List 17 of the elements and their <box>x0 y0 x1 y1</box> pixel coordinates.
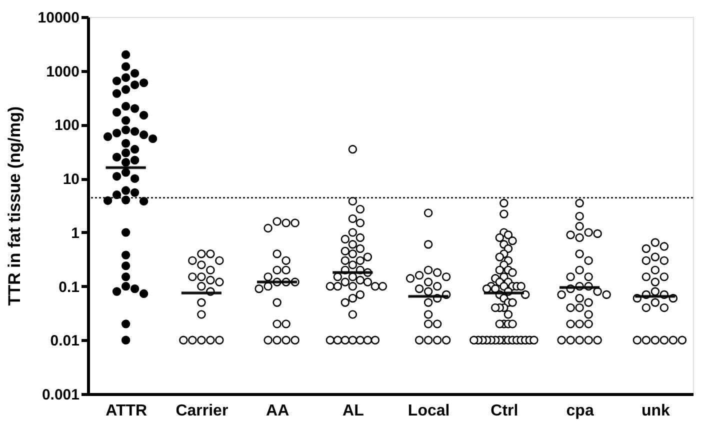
y-tick-label: 1000 <box>46 63 80 80</box>
y-tick-label: 10000 <box>38 10 80 26</box>
y-tick-label: 100 <box>54 117 80 134</box>
y-tick-label: 0.01 <box>50 332 80 350</box>
x-tick-label: AL <box>342 402 364 420</box>
y-tick-label: 1 <box>71 224 80 242</box>
x-tick-label: unk <box>641 402 670 420</box>
y-tick-label: 10 <box>62 171 80 188</box>
x-tick-label: cpa <box>566 402 594 420</box>
x-tick-label: Local <box>408 402 450 420</box>
x-tick-label: Ctrl <box>490 402 518 420</box>
x-tick-label: Carrier <box>176 402 228 420</box>
y-tick-label: 0.001 <box>42 386 80 404</box>
y-tick-label: 0.1 <box>58 278 80 296</box>
x-tick-label: AA <box>266 402 290 420</box>
y-axis-title: TTR in fat tissue (ng/mg) <box>4 106 24 306</box>
x-tick-label: ATTR <box>106 402 148 420</box>
